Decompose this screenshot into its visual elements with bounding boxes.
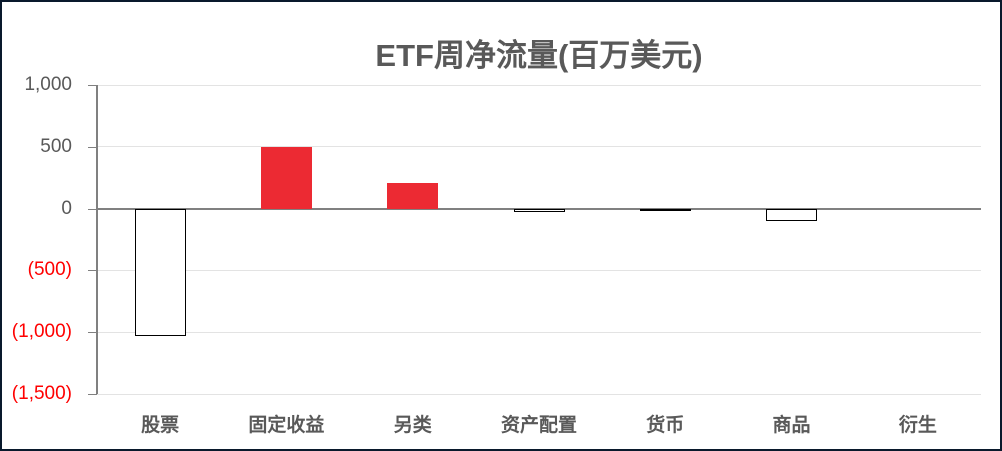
gridline	[97, 393, 981, 395]
x-axis-category-label: 股票	[141, 415, 180, 436]
x-axis-category-label: 商品	[772, 415, 811, 436]
x-axis-category-label: 衍生	[898, 415, 937, 436]
x-axis-category-label: 固定收益	[248, 415, 325, 436]
x-axis-category-label: 货币	[646, 415, 685, 436]
x-axis-category-label: 资产配置	[500, 415, 577, 436]
chart-bar	[134, 208, 186, 336]
gridline	[97, 146, 981, 148]
y-axis-tick	[88, 85, 97, 86]
y-axis-tick-label: (1,000)	[11, 321, 72, 343]
y-axis-tick-label: 0	[61, 197, 72, 219]
y-axis-tick-label: 500	[40, 135, 72, 157]
gridline	[97, 269, 981, 271]
y-axis-tick	[88, 146, 97, 148]
y-axis-tick-label: 1,000	[24, 74, 72, 95]
chart-bar	[260, 146, 312, 209]
y-axis-tick	[88, 332, 97, 334]
y-axis-tick-label: (500)	[27, 259, 72, 281]
chart-title: ETF周净流量(百万美元)	[375, 38, 703, 73]
y-axis-tick	[88, 394, 97, 395]
gridline	[97, 331, 981, 333]
y-axis-tick	[88, 208, 97, 210]
y-axis-tick	[88, 270, 97, 272]
x-axis-category-label: 另类	[393, 415, 432, 436]
chart-bar	[387, 182, 439, 209]
y-axis-tick-label: (1,500)	[11, 383, 72, 404]
chart-bar	[766, 208, 818, 221]
chart-bar	[513, 208, 565, 212]
gridline	[97, 84, 981, 86]
chart-bar	[639, 208, 691, 211]
y-axis-line	[96, 85, 98, 394]
